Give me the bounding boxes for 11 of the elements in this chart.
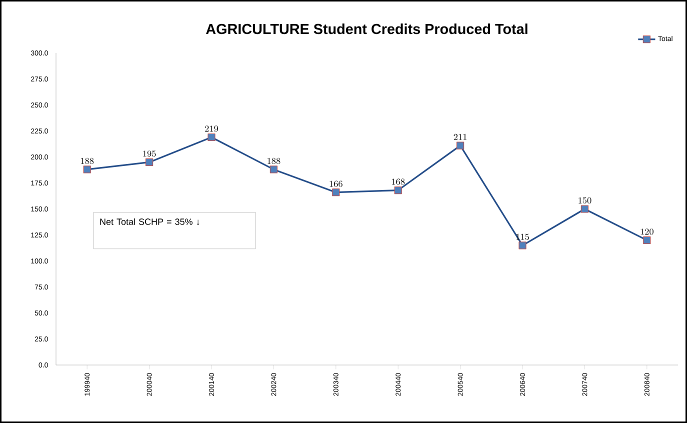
data-label: 120 xyxy=(640,228,654,235)
data-label: 166 xyxy=(330,180,342,187)
annotation: Net Total SCHP = 35% ↓ xyxy=(100,218,200,226)
chart-title: AGRICULTURE Student Credits Produced Total xyxy=(206,24,528,34)
data-label: 195 xyxy=(143,150,156,157)
data-label: 168 xyxy=(392,178,405,185)
data-label: 188 xyxy=(80,158,94,164)
data-label: 211 xyxy=(454,134,466,140)
data-label: 188 xyxy=(268,158,280,164)
data-label: 219 xyxy=(205,126,218,132)
data-label: 150 xyxy=(578,197,592,204)
